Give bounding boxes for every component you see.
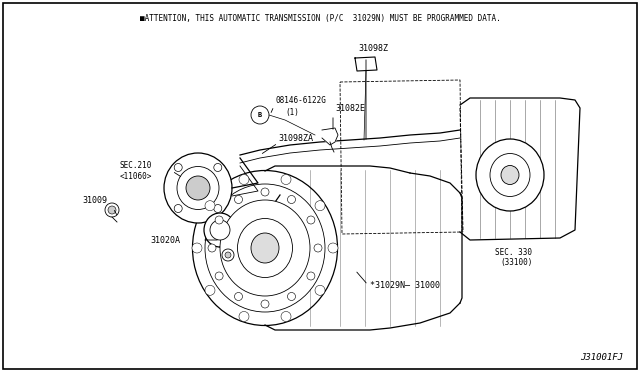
Circle shape <box>315 285 325 295</box>
Text: ■ATTENTION, THIS AUTOMATIC TRANSMISSION (P/C  31029N) MUST BE PROGRAMMED DATA.: ■ATTENTION, THIS AUTOMATIC TRANSMISSION … <box>140 13 500 22</box>
Text: SEC.210: SEC.210 <box>120 160 152 170</box>
Circle shape <box>208 244 216 252</box>
Circle shape <box>287 292 296 301</box>
Circle shape <box>222 249 234 261</box>
Circle shape <box>234 292 243 301</box>
Text: *31029N— 31000: *31029N— 31000 <box>370 280 440 289</box>
Ellipse shape <box>220 200 310 296</box>
Circle shape <box>281 311 291 321</box>
Text: 31020A: 31020A <box>150 235 180 244</box>
Text: J31001FJ: J31001FJ <box>580 353 623 362</box>
Text: SEC. 330: SEC. 330 <box>495 247 532 257</box>
Text: B: B <box>258 112 262 118</box>
Circle shape <box>281 174 291 185</box>
Ellipse shape <box>164 153 232 223</box>
Circle shape <box>307 216 315 224</box>
Circle shape <box>108 206 116 214</box>
Ellipse shape <box>177 167 219 209</box>
Ellipse shape <box>205 184 325 312</box>
Text: 31098ZA: 31098ZA <box>278 134 313 142</box>
Text: 31098Z: 31098Z <box>358 44 388 52</box>
Circle shape <box>261 300 269 308</box>
Text: (33100): (33100) <box>500 259 532 267</box>
Circle shape <box>215 216 223 224</box>
Ellipse shape <box>251 233 279 263</box>
Ellipse shape <box>193 170 337 326</box>
Circle shape <box>261 188 269 196</box>
Circle shape <box>174 205 182 212</box>
Circle shape <box>314 244 322 252</box>
Circle shape <box>214 163 222 171</box>
Circle shape <box>251 106 269 124</box>
Circle shape <box>174 163 182 171</box>
Circle shape <box>328 243 338 253</box>
Ellipse shape <box>237 218 292 278</box>
Circle shape <box>215 272 223 280</box>
Circle shape <box>105 203 119 217</box>
Polygon shape <box>460 98 580 240</box>
Ellipse shape <box>501 166 519 185</box>
Circle shape <box>234 196 243 203</box>
Circle shape <box>186 176 210 200</box>
Text: (1): (1) <box>285 108 299 116</box>
Circle shape <box>214 205 222 212</box>
Circle shape <box>210 220 230 240</box>
Ellipse shape <box>476 139 544 211</box>
Text: <11060>: <11060> <box>120 171 152 180</box>
Text: 08146-6122G: 08146-6122G <box>275 96 326 105</box>
Ellipse shape <box>490 154 530 196</box>
Polygon shape <box>322 128 338 145</box>
Circle shape <box>205 285 215 295</box>
Circle shape <box>225 252 231 258</box>
Circle shape <box>239 311 249 321</box>
Circle shape <box>307 272 315 280</box>
Circle shape <box>287 196 296 203</box>
Circle shape <box>239 174 249 185</box>
Text: 31009: 31009 <box>82 196 107 205</box>
Circle shape <box>205 201 215 211</box>
Circle shape <box>192 243 202 253</box>
Text: 31082E: 31082E <box>335 103 365 112</box>
Circle shape <box>315 201 325 211</box>
Ellipse shape <box>204 213 236 247</box>
